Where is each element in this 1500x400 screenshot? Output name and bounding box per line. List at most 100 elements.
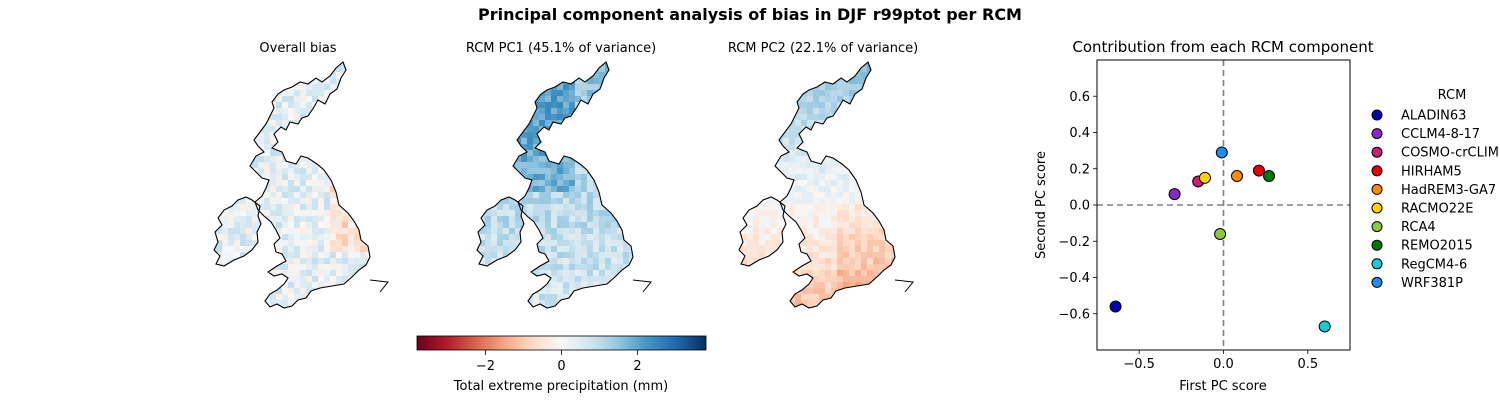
grid-cell (330, 240, 337, 247)
grid-cell (479, 258, 486, 265)
grid-cell (861, 312, 868, 319)
grid-cell (294, 138, 301, 145)
grid-cell (330, 252, 337, 259)
grid-cell (891, 66, 895, 73)
grid-cell (527, 144, 534, 151)
grid-cell (294, 294, 301, 301)
grid-cell (563, 132, 570, 139)
grid-cell (214, 204, 217, 211)
grid-cell (527, 276, 534, 283)
grid-cell (629, 96, 633, 103)
grid-cell (569, 162, 576, 169)
grid-cell (479, 84, 486, 91)
grid-cell (354, 198, 361, 205)
grid-cell (891, 234, 895, 241)
grid-cell (765, 276, 772, 283)
grid-cell (575, 168, 582, 175)
grid-cell (795, 84, 802, 91)
grid-cell (372, 222, 379, 229)
grid-cell (795, 162, 802, 169)
grid-cell (753, 282, 760, 289)
grid-cell (843, 192, 850, 199)
grid-cell (825, 96, 832, 103)
grid-cell (551, 108, 558, 115)
grid-cell (258, 66, 265, 73)
grid-cell (599, 228, 606, 235)
grid-cell (795, 282, 802, 289)
grid-cell (575, 84, 582, 91)
grid-cell (801, 62, 808, 67)
grid-cell (739, 84, 742, 91)
grid-cell (819, 144, 826, 151)
grid-cell (753, 294, 760, 301)
grid-cell (509, 66, 516, 73)
grid-cell (551, 294, 558, 301)
grid-cell (563, 102, 570, 109)
grid-cell (759, 150, 766, 157)
grid-cell (214, 186, 217, 193)
grid-cell (879, 108, 886, 115)
grid-cell (503, 120, 510, 127)
grid-cell (497, 62, 504, 67)
grid-cell (318, 288, 325, 295)
grid-cell (623, 156, 630, 163)
grid-cell (807, 102, 814, 109)
grid-cell (539, 198, 546, 205)
grid-cell (611, 84, 618, 91)
grid-cell (330, 156, 337, 163)
grid-cell (366, 318, 373, 325)
grid-cell (849, 270, 856, 277)
grid-cell (294, 102, 301, 109)
grid-cell (771, 90, 778, 97)
grid-cell (300, 198, 307, 205)
grid-cell (765, 108, 772, 115)
grid-cell (897, 210, 904, 217)
grid-cell (515, 126, 522, 133)
grid-cell (891, 156, 895, 163)
grid-cell (789, 72, 796, 79)
grid-cell (330, 228, 337, 235)
grid-cell (366, 114, 370, 121)
grid-cell (222, 276, 229, 283)
grid-cell (479, 144, 486, 151)
grid-cell (527, 102, 534, 109)
grid-cell (372, 258, 379, 265)
grid-cell (366, 300, 370, 307)
grid-cell (867, 318, 874, 325)
grid-cell (741, 246, 748, 253)
grid-cell (807, 246, 814, 253)
grid-cell (324, 216, 331, 223)
grid-cell (849, 162, 856, 169)
grid-cell (879, 102, 886, 109)
grid-cell (258, 114, 265, 121)
grid-cell (587, 234, 594, 241)
grid-cell (509, 240, 516, 247)
grid-cell (342, 246, 349, 253)
grid-cell (246, 210, 253, 217)
grid-cell (867, 246, 874, 253)
grid-cell (843, 288, 850, 295)
grid-cell (312, 246, 319, 253)
grid-cell (807, 216, 814, 223)
grid-cell (581, 126, 588, 133)
grid-cell (581, 186, 588, 193)
grid-cell (563, 294, 570, 301)
grid-cell (891, 192, 895, 199)
grid-cell (795, 234, 802, 241)
grid-cell (739, 276, 742, 283)
grid-cell (569, 300, 576, 307)
grid-cell (306, 198, 313, 205)
grid-cell (306, 216, 313, 223)
grid-cell (306, 318, 313, 325)
grid-cell (849, 210, 856, 217)
grid-cell (521, 72, 528, 79)
grid-cell (246, 90, 253, 97)
grid-cell (360, 62, 367, 67)
grid-cell (479, 234, 486, 241)
grid-cell (569, 192, 576, 199)
grid-cell (831, 210, 838, 217)
grid-cell (497, 192, 504, 199)
y-tick-label: −0.4 (1058, 271, 1090, 286)
grid-cell (288, 144, 295, 151)
grid-cell (240, 150, 247, 157)
